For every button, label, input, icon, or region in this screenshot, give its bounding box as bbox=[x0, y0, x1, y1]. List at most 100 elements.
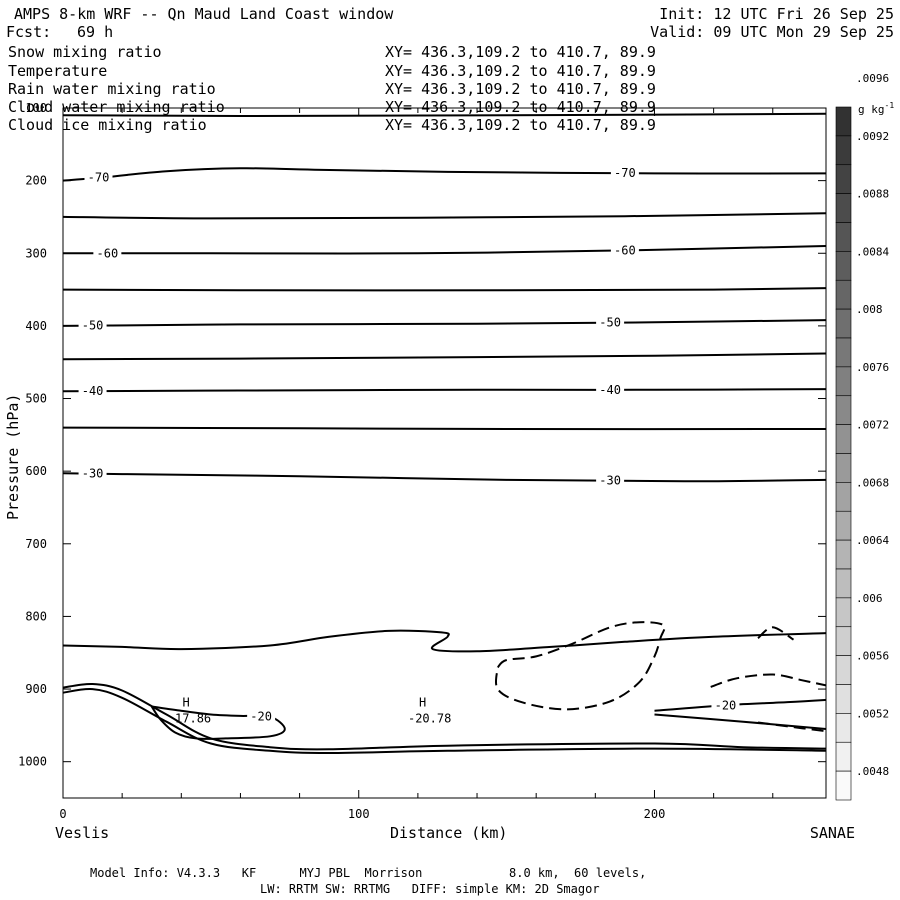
y-tick-label: 1000 bbox=[18, 755, 47, 769]
t-contour-m50 bbox=[62, 319, 827, 327]
cloud-ice-contour-3 bbox=[757, 626, 795, 641]
colorbar-swatch bbox=[835, 193, 852, 223]
field-xy-temperature: XY= 436.3,109.2 to 410.7, 89.9 bbox=[385, 62, 656, 80]
temperature-contours bbox=[62, 112, 827, 755]
high-marker-label: H bbox=[419, 695, 426, 709]
cloud-ice-contours bbox=[494, 621, 827, 733]
cloud-ice-contour-2 bbox=[710, 673, 827, 688]
colorbar-swatch bbox=[835, 539, 852, 570]
contour-label: -30 bbox=[599, 474, 621, 488]
field-name-snow: Snow mixing ratio bbox=[8, 43, 162, 61]
contour-label: -60 bbox=[614, 243, 636, 257]
contour-label: -60 bbox=[97, 246, 119, 260]
init-time: Init: 12 UTC Fri 26 Sep 25 bbox=[659, 5, 894, 23]
contour-label: -50 bbox=[599, 316, 621, 330]
field-name-cloud-water: Cloud water mixing ratio bbox=[8, 98, 225, 116]
contour-label: -40 bbox=[82, 384, 104, 398]
forecast-label: Fcst: bbox=[6, 23, 51, 41]
colorbar-swatch bbox=[835, 482, 852, 512]
contour-labels: -70 -70 -60 -60 -50 -50 -40 -40 -30 -30 -20 -20 bbox=[78, 166, 740, 723]
contour-label-bg bbox=[596, 473, 625, 487]
colorbar-swatch bbox=[835, 337, 852, 368]
model-info-line2: LW: RRTM SW: RRTMG DIFF: simple KM: 2D S… bbox=[260, 882, 600, 896]
x-tick-label: 100 bbox=[348, 807, 370, 821]
colorbar-tick-label: .0048 bbox=[856, 765, 889, 778]
colorbar-swatch bbox=[835, 597, 852, 628]
t-contour-m20 bbox=[150, 705, 286, 740]
colorbar-tick-label: .0072 bbox=[856, 419, 889, 432]
t-contour-m40 bbox=[62, 388, 827, 393]
y-tick-label: 900 bbox=[25, 682, 47, 696]
right-endpoint-label: SANAE bbox=[810, 824, 855, 842]
field-xy-cloud-water: XY= 436.3,109.2 to 410.7, 89.9 bbox=[385, 98, 656, 116]
colorbar-swatch bbox=[835, 626, 852, 656]
colorbar: .0048 .0052 .0056 .006 .0064 .0068 .0072 .0076.… bbox=[835, 72, 889, 801]
t-contour-m30 bbox=[62, 472, 827, 483]
t-contour-m20b bbox=[654, 698, 827, 712]
x-tick-label: 0 bbox=[59, 807, 66, 821]
x-axis-title: Distance (km) bbox=[390, 824, 507, 842]
t-contour-m60 bbox=[62, 245, 827, 255]
y-tick-label: 400 bbox=[25, 319, 47, 333]
colorbar-tick-label: .0096 bbox=[856, 72, 889, 85]
colorbar-swatch bbox=[835, 106, 852, 137]
colorbar-swatch bbox=[835, 741, 852, 772]
field-list: Snow mixing ratio XY= 436.3,109.2 to 410… bbox=[8, 43, 656, 134]
colorbar-unit: g kg-1 bbox=[858, 101, 894, 116]
axes: 100 200 300 400 500 600 700 800 900 1000 0 100 200 bbox=[18, 101, 826, 821]
colorbar-swatch bbox=[835, 424, 852, 454]
colorbar-swatch bbox=[835, 251, 852, 281]
colorbar-tick-label: .0084 bbox=[856, 245, 889, 258]
figure-title: AMPS 8-km WRF -- Qn Maud Land Coast wind… bbox=[14, 5, 394, 23]
field-name-rain: Rain water mixing ratio bbox=[8, 80, 216, 98]
y-tick-label: 200 bbox=[25, 174, 47, 188]
colorbar-tick-label: .0064 bbox=[856, 534, 889, 547]
colorbar-swatch bbox=[835, 713, 852, 743]
colorbar-swatch bbox=[835, 308, 852, 339]
contour-label: -30 bbox=[82, 467, 104, 481]
field-name-cloud-ice: Cloud ice mixing ratio bbox=[8, 116, 207, 134]
left-endpoint-label: Veslis bbox=[55, 824, 109, 842]
contour-label: -70 bbox=[88, 171, 110, 185]
colorbar-swatch bbox=[835, 655, 852, 685]
colorbar-unit-text: g kg bbox=[858, 103, 885, 116]
contour-label-bg bbox=[610, 166, 639, 180]
colorbar-tick-label: .0056 bbox=[856, 650, 889, 663]
colorbar-tick-label: .0076 bbox=[856, 361, 889, 374]
y-tick-label: 100 bbox=[25, 101, 47, 115]
t-contour-m22 bbox=[654, 713, 827, 730]
colorbar-tick-label: .006 bbox=[856, 592, 883, 605]
contour-label: -20 bbox=[715, 698, 737, 712]
contour-label-bg bbox=[78, 318, 107, 332]
contour-label-bg bbox=[596, 315, 625, 329]
colorbar-tick-label: .0052 bbox=[856, 707, 889, 720]
high-marker-value: 17.86 bbox=[175, 711, 211, 725]
t-contour-m65 bbox=[62, 212, 827, 220]
colorbar-swatch bbox=[835, 453, 852, 483]
contour-label: -50 bbox=[82, 319, 104, 333]
y-axis-title: Pressure (hPa) bbox=[4, 394, 22, 520]
colorbar-swatch bbox=[835, 279, 852, 310]
colorbar-swatch bbox=[835, 395, 852, 425]
t-contour-m25 bbox=[62, 629, 827, 653]
contour-label-bg bbox=[78, 384, 107, 398]
field-xy-cloud-ice: XY= 436.3,109.2 to 410.7, 89.9 bbox=[385, 116, 656, 134]
y-tick-label: 700 bbox=[25, 537, 47, 551]
forecast-hours: 69 h bbox=[77, 23, 113, 41]
contour-label-bg bbox=[711, 698, 740, 712]
colorbar-swatch bbox=[835, 366, 852, 397]
field-xy-snow: XY= 436.3,109.2 to 410.7, 89.9 bbox=[385, 43, 656, 61]
colorbar-swatch bbox=[835, 770, 852, 801]
model-info-line1: Model Info: V4.3.3 KF MYJ PBL Morrison 8… bbox=[90, 866, 646, 880]
contour-label-bg bbox=[596, 382, 625, 396]
plot-frame bbox=[62, 107, 827, 799]
y-tick-label: 600 bbox=[25, 464, 47, 478]
high-marker-value: -20.78 bbox=[408, 711, 451, 725]
cloud-ice-contour-4 bbox=[757, 721, 827, 733]
high-marker-label: H bbox=[182, 695, 189, 709]
colorbar-swatch bbox=[835, 164, 852, 194]
t-contour-m70 bbox=[62, 167, 827, 182]
contour-label: -20 bbox=[250, 709, 272, 723]
contour-label: -40 bbox=[599, 383, 621, 397]
colorbar-swatch bbox=[835, 222, 852, 252]
